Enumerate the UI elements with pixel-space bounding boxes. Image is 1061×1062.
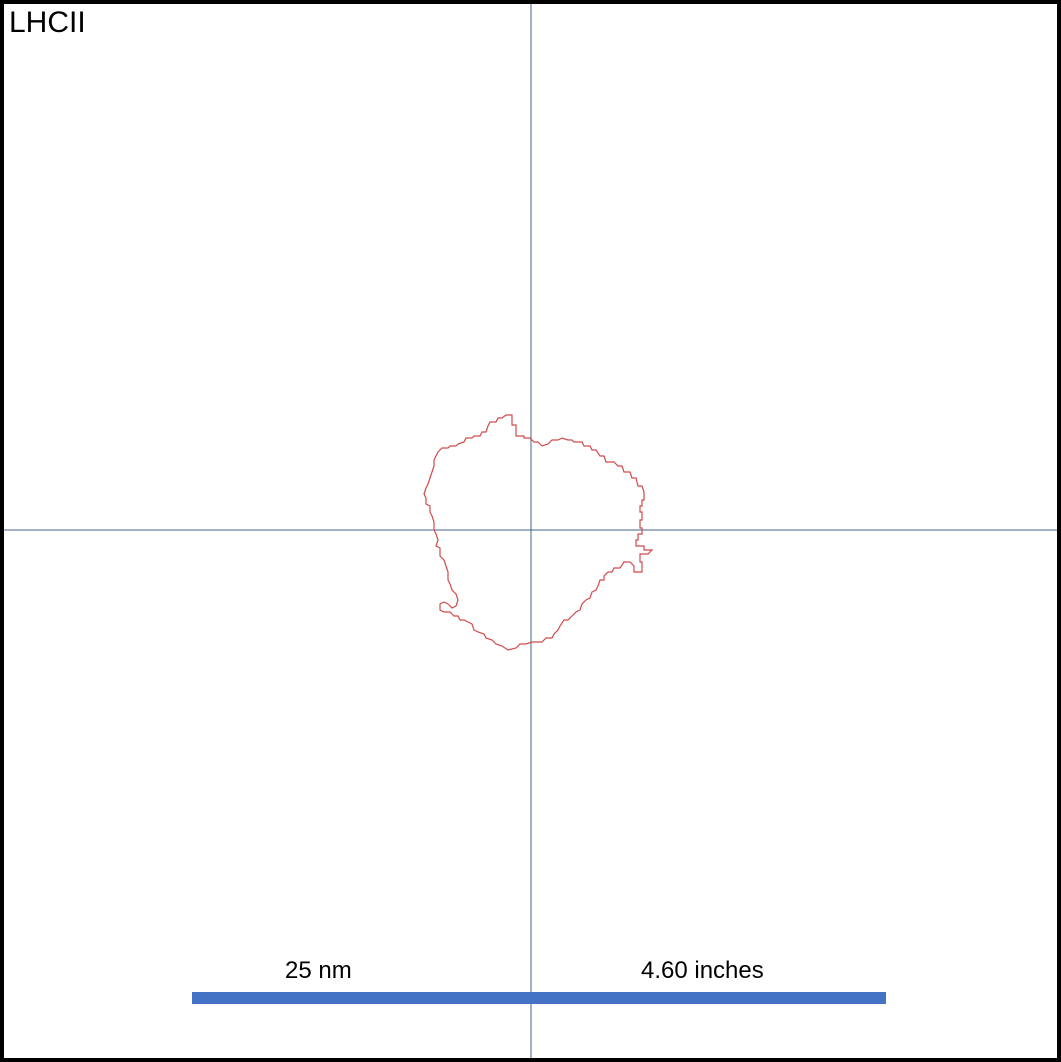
particle-outline xyxy=(423,414,654,651)
scale-bar xyxy=(192,992,886,1004)
panel-label: LHCII xyxy=(9,6,86,39)
scale-bar-print-size-label: 4.60 inches xyxy=(641,957,764,984)
scale-bar-length-label: 25 nm xyxy=(285,957,352,984)
